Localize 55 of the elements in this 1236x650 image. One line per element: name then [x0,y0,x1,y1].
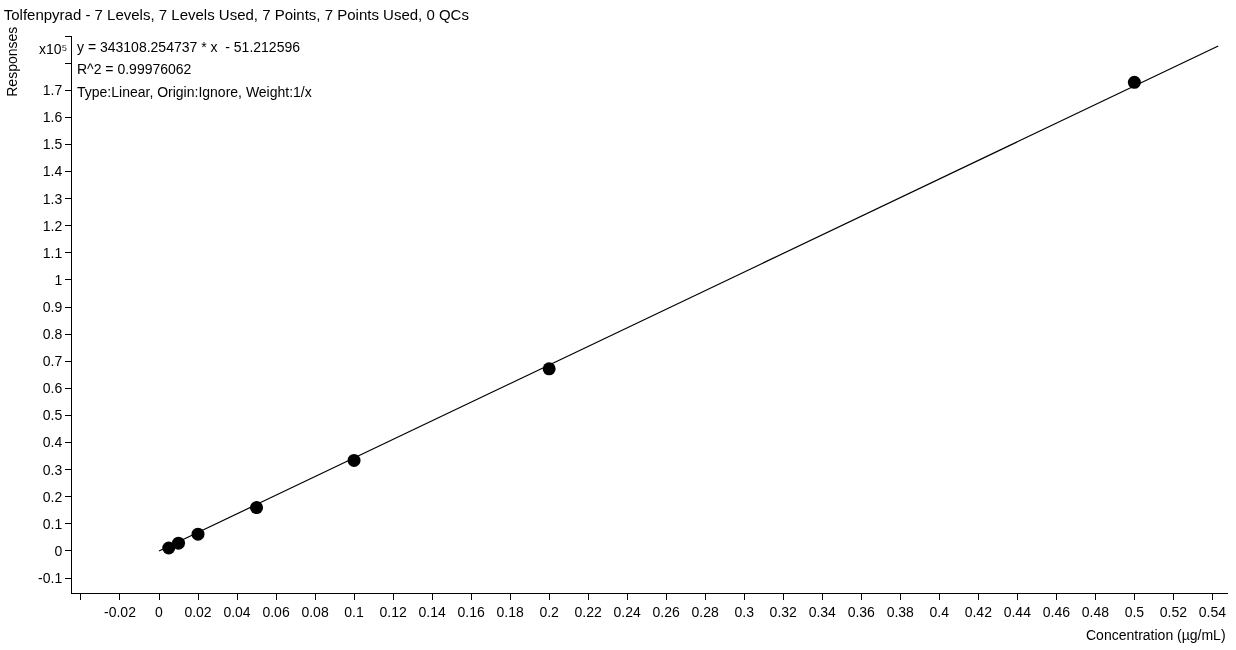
x-tick-label: 0.36 [847,603,876,620]
y-axis-title: Responses [4,26,21,97]
y-tick-label: 1.5 [42,136,63,153]
x-tick-label: 0 [155,603,164,620]
x-tick-label: 0.16 [457,603,485,620]
y-tick-label: 0.5 [42,407,63,424]
x-tick-label: 0.52 [1159,603,1188,620]
y-tick-label: 0.3 [42,461,63,478]
x-tick-label: 0.22 [574,603,602,620]
x-tick-label: 0.42 [964,603,993,620]
x-tick-label: 0.5 [1124,603,1145,620]
x-axis-title: Concentration (µg/mL) [1086,627,1226,643]
x-tick-label: 0.54 [1198,603,1227,620]
text: x10⁵ [39,41,68,57]
y-tick-label: 1.3 [42,190,63,207]
x-tick-label: 0.28 [691,603,720,620]
x-tick-label: 0.2 [539,603,560,620]
x-tick-label: 0.32 [769,603,798,620]
x-tick-label: 0.38 [886,603,915,620]
x-tick-label: 0.48 [1081,603,1110,620]
y-tick-label: 1.2 [42,217,63,234]
x-tick-label: 0.46 [1042,603,1071,620]
y-tick-label: 0.6 [42,380,63,397]
y-tick-label: 0.8 [42,326,63,343]
x-tick-label: -0.02 [104,603,137,620]
y-tick-label: -0.1 [38,569,63,586]
x-tick-label: 0.1 [344,603,365,620]
x-tick-label: 0.06 [262,603,290,620]
y-tick-label: 1 [54,271,63,288]
y-tick-label: 1.6 [42,109,63,126]
x-tick-label: 0.3 [734,603,755,620]
y-tick-label: 0 [54,542,63,559]
y-tick-label: 0.1 [42,515,63,532]
x-tick-label: 0.4 [929,603,950,620]
y-tick-label: 1.7 [42,82,63,99]
x-tick-label: 0.26 [652,603,681,620]
x-tick-label: 0.08 [301,603,329,620]
y-tick-label: 0.7 [42,353,63,370]
annotation: R^2 = 0.99976062 [77,61,192,77]
annotation: y = 343108.254737 * x - 51.212596 [77,39,301,55]
y-tick-label: 0.2 [42,488,63,505]
x-tick-label: 0.02 [184,603,212,620]
y-tick-label: 0.9 [42,298,63,315]
x-tick-label: 0.04 [223,603,251,620]
x-tick-label: 0.18 [496,603,524,620]
chart-title: Tolfenpyrad - 7 Levels, 7 Levels Used, 7 Points, 7 Points Used, 0 QCs [3,6,469,24]
x-tick-label: 0.24 [613,603,642,620]
y-tick-label: 1.4 [42,163,63,180]
annotation: Type:Linear, Origin:Ignore, Weight:1/x [77,84,312,100]
x-tick-label: 0.34 [808,603,837,620]
x-tick-label: 0.14 [418,603,446,620]
x-tick-label: 0.12 [379,603,407,620]
y-tick-label: 1.1 [42,244,63,261]
x-tick-label: 0.44 [1003,603,1032,620]
y-tick-label: 0.4 [42,434,63,451]
